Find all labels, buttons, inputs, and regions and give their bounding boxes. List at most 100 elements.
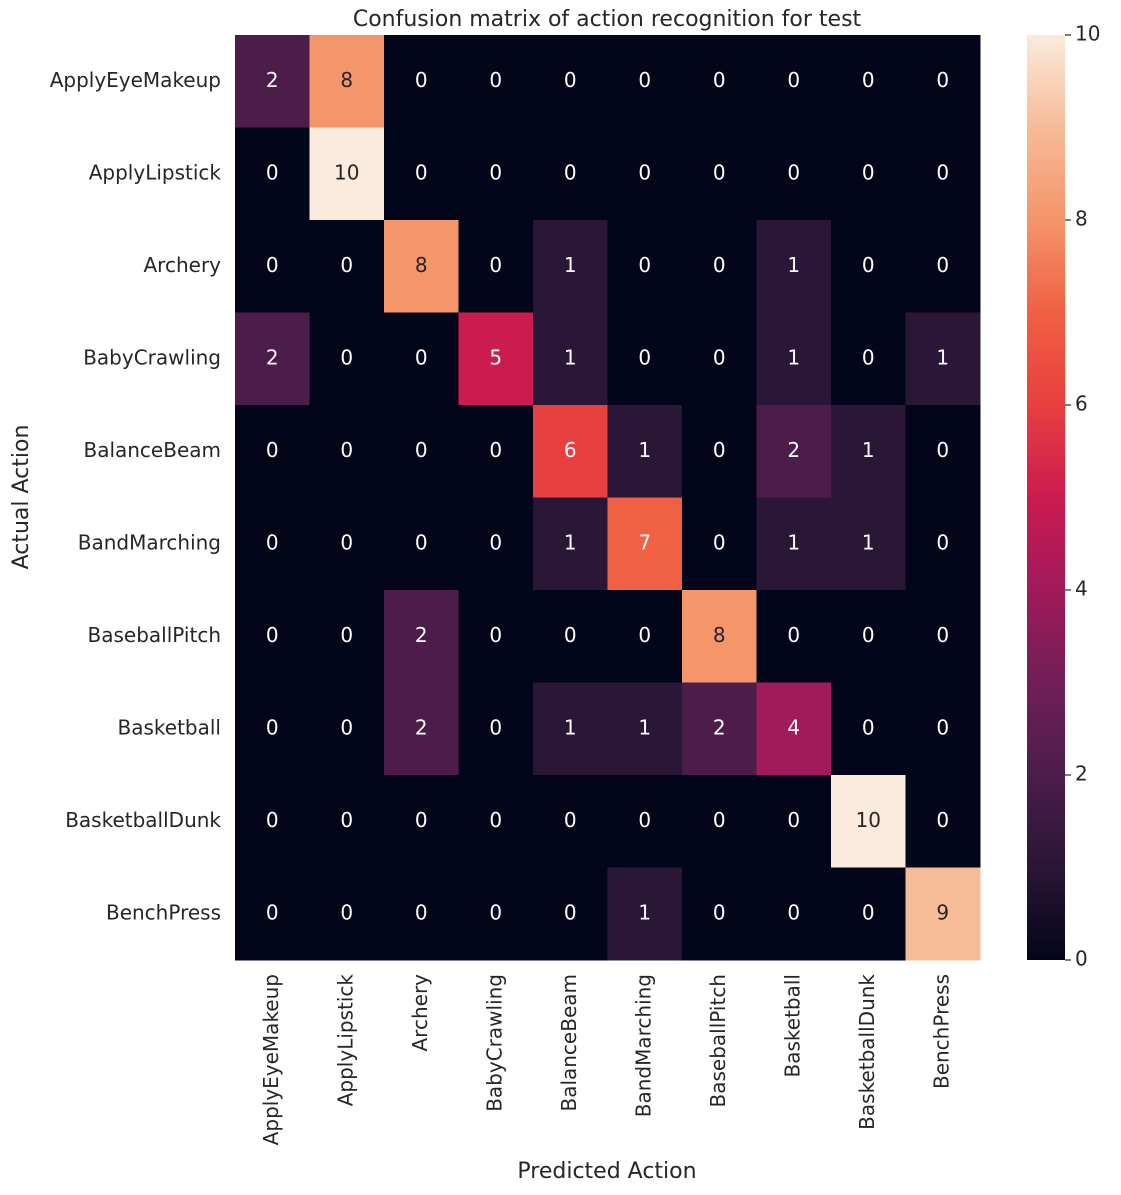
cell-label: 0: [266, 160, 279, 184]
cell-label: 0: [415, 160, 428, 184]
heatmap-cell: [905, 127, 981, 221]
cell-label: 0: [936, 530, 949, 554]
heatmap-cell: [682, 312, 757, 406]
heatmap-cell: [309, 127, 385, 221]
heatmap-cell: [682, 867, 757, 961]
heatmap-cell: [905, 405, 981, 498]
cell-label: 0: [340, 530, 353, 554]
cell-label: 1: [638, 900, 651, 924]
x-axis-label: Predicted Action: [517, 1159, 696, 1184]
cell-label: 0: [713, 68, 726, 92]
heatmap-cell: [458, 775, 534, 868]
cell-label: 10: [856, 808, 881, 832]
heatmap-cell: [384, 220, 459, 313]
cell-label: 0: [266, 808, 279, 832]
cell-label: 2: [415, 715, 428, 739]
cell-label: 0: [564, 808, 577, 832]
cell-label: 0: [713, 808, 726, 832]
heatmap-cell: [831, 682, 906, 776]
y-tick-label: BenchPress: [106, 900, 221, 924]
y-tick-label: Archery: [144, 253, 222, 277]
x-tick-label: BenchPress: [929, 974, 953, 1089]
y-tick-label: BaseballPitch: [88, 623, 221, 647]
heatmap-cell: [533, 35, 608, 128]
cell-label: 0: [787, 623, 800, 647]
heatmap-cell: [235, 682, 310, 776]
cell-label: 1: [862, 438, 875, 462]
cell-label: 0: [862, 160, 875, 184]
cell-label: 4: [787, 715, 800, 739]
y-tick-label: BabyCrawling: [83, 345, 221, 369]
heatmap-cell: [831, 405, 906, 498]
heatmap-cell: [905, 312, 981, 406]
cell-label: 0: [638, 68, 651, 92]
heatmap-cell: [831, 775, 906, 868]
cell-label: 0: [340, 345, 353, 369]
cell-label: 0: [266, 900, 279, 924]
cell-label: 1: [638, 715, 651, 739]
heatmap-cell: [309, 220, 385, 313]
heatmap-cell: [905, 682, 981, 776]
heatmap-cell: [235, 312, 310, 406]
cell-label: 0: [862, 900, 875, 924]
cell-label: 0: [936, 623, 949, 647]
cell-label: 1: [936, 345, 949, 369]
heatmap-cell: [607, 775, 683, 868]
heatmap-cell: [533, 682, 608, 776]
cell-label: 0: [862, 68, 875, 92]
heatmap-cell: [682, 497, 757, 591]
cell-label: 0: [936, 253, 949, 277]
cell-label: 0: [564, 900, 577, 924]
y-tick-label: ApplyEyeMakeup: [50, 68, 221, 92]
heatmap-cell: [831, 127, 906, 221]
heatmap-cell: [756, 682, 832, 776]
heatmap-cell: [458, 867, 534, 961]
heatmap-cell: [235, 127, 310, 221]
cell-label: 0: [638, 160, 651, 184]
cell-label: 0: [936, 715, 949, 739]
heatmap-cell: [905, 220, 981, 313]
heatmap-cell: [607, 497, 683, 591]
heatmap-cell: [533, 220, 608, 313]
heatmap-cell: [533, 497, 608, 591]
cell-label: 0: [489, 715, 502, 739]
heatmap-cell: [831, 590, 906, 683]
heatmap-cell: [384, 312, 459, 406]
cell-label: 2: [787, 438, 800, 462]
cell-label: 0: [638, 623, 651, 647]
x-tick-label: BalanceBeam: [557, 974, 581, 1112]
cell-label: 0: [787, 68, 800, 92]
cell-label: 0: [415, 900, 428, 924]
cell-label: 0: [266, 438, 279, 462]
heatmap-cell: [831, 312, 906, 406]
heatmap-cell: [756, 35, 832, 128]
heatmap-cell: [309, 35, 385, 128]
heatmap-cell: [533, 405, 608, 498]
heatmap-cell: [756, 405, 832, 498]
cell-label: 7: [638, 530, 651, 554]
cell-label: 8: [415, 253, 428, 277]
heatmap-cell: [682, 682, 757, 776]
heatmap-cell: [309, 497, 385, 591]
cell-label: 1: [564, 715, 577, 739]
y-tick-label: BalanceBeam: [83, 438, 221, 462]
cell-label: 0: [415, 68, 428, 92]
heatmap-cell: [235, 867, 310, 961]
cell-label: 0: [787, 808, 800, 832]
heatmap-cell: [309, 405, 385, 498]
heatmap-cell: [235, 497, 310, 591]
x-tick-label: BabyCrawling: [482, 974, 506, 1112]
cell-label: 0: [564, 623, 577, 647]
cell-label: 1: [862, 530, 875, 554]
heatmap-cell: [235, 590, 310, 683]
heatmap-cell: [533, 775, 608, 868]
heatmap-cell: [831, 35, 906, 128]
heatmap-cell: [905, 867, 981, 961]
cell-label: 0: [713, 160, 726, 184]
cell-label: 5: [489, 345, 502, 369]
cell-label: 0: [787, 900, 800, 924]
cell-label: 0: [564, 68, 577, 92]
cell-label: 2: [266, 68, 279, 92]
heatmap-cell: [235, 220, 310, 313]
heatmap-cell: [831, 497, 906, 591]
